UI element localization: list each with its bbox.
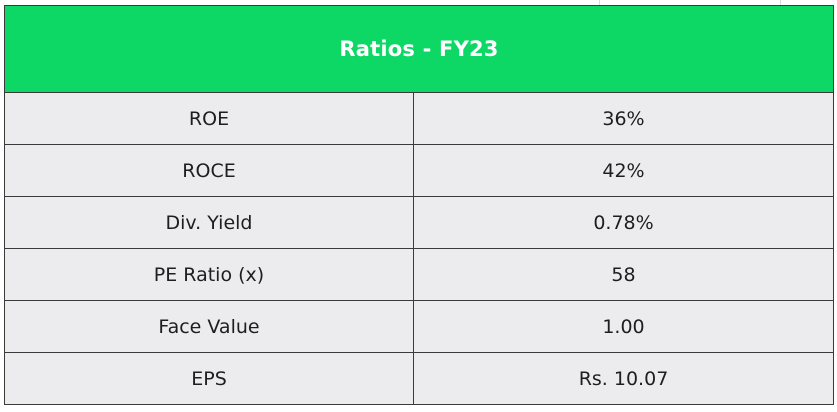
ratio-label: Face Value (4, 300, 414, 353)
gridline (599, 0, 600, 6)
ratio-label: ROCE (4, 144, 414, 197)
ratio-label: EPS (4, 352, 414, 405)
table-title: Ratios - FY23 (4, 5, 834, 93)
table-row: PE Ratio (x) 58 (4, 248, 834, 301)
table-row: ROE 36% (4, 92, 834, 145)
table-header-row: Ratios - FY23 (4, 5, 834, 93)
ratio-label: Div. Yield (4, 196, 414, 249)
ratio-value: 42% (413, 144, 834, 197)
table-row: EPS Rs. 10.07 (4, 352, 834, 405)
table-row: Div. Yield 0.78% (4, 196, 834, 249)
ratio-label: ROE (4, 92, 414, 145)
ratio-value: 36% (413, 92, 834, 145)
ratio-value: 58 (413, 248, 834, 301)
ratio-value: Rs. 10.07 (413, 352, 834, 405)
ratio-value: 0.78% (413, 196, 834, 249)
table-row: Face Value 1.00 (4, 300, 834, 353)
table-row: ROCE 42% (4, 144, 834, 197)
ratio-label: PE Ratio (x) (4, 248, 414, 301)
gridline (780, 0, 781, 6)
ratio-value: 1.00 (413, 300, 834, 353)
ratios-table: Ratios - FY23 ROE 36% ROCE 42% Div. Yiel… (4, 5, 834, 405)
